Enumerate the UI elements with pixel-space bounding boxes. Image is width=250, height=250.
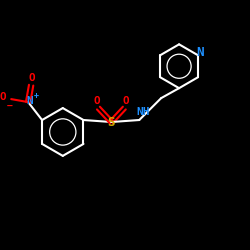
Text: −: − [6,101,12,111]
Text: N: N [196,46,204,59]
Text: O: O [29,73,35,83]
Text: NH: NH [136,107,150,117]
Text: O: O [123,96,130,106]
Text: O: O [93,96,100,106]
Text: +: + [34,91,38,100]
Text: S: S [108,116,115,128]
Text: N: N [27,96,34,106]
Text: O: O [0,92,7,102]
